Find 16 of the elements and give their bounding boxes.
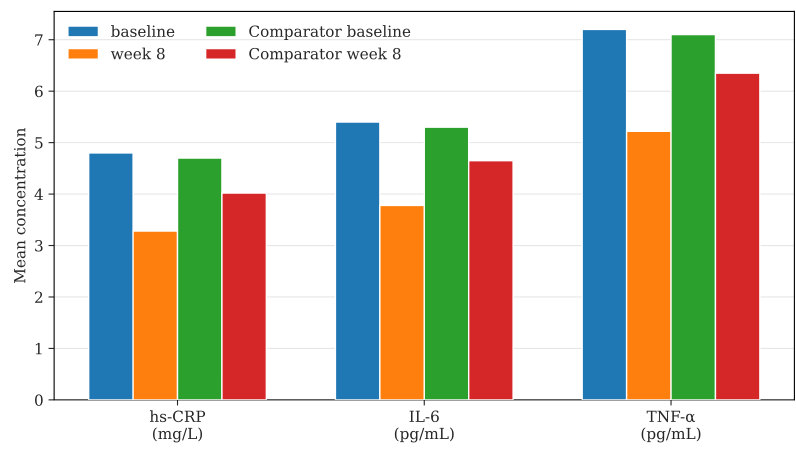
y-axis-title: Mean concentration <box>14 128 26 283</box>
legend-label: week 8 <box>110 48 165 60</box>
y-tick-label: 3 <box>35 240 43 252</box>
y-tick-label: 4 <box>34 188 43 200</box>
legend-label: Comparator baseline <box>249 25 410 40</box>
x-tick-label: TNF-α (pg/mL) <box>642 410 700 442</box>
y-tick-label: 0 <box>35 394 43 406</box>
y-tick-label: 7 <box>35 34 43 46</box>
y-tick-label: 5 <box>35 137 43 149</box>
y-tick-label: 2 <box>35 291 42 303</box>
legend-label: baseline <box>111 25 174 37</box>
x-tick-label: IL-6 (pg/mL) <box>394 410 454 442</box>
legend-label: Comparator week 8 <box>249 48 401 62</box>
x-tick-label: hs-CRP (mg/L) <box>150 410 206 442</box>
y-tick-label: 6 <box>35 86 43 98</box>
y-tick-label: 1 <box>36 342 42 354</box>
